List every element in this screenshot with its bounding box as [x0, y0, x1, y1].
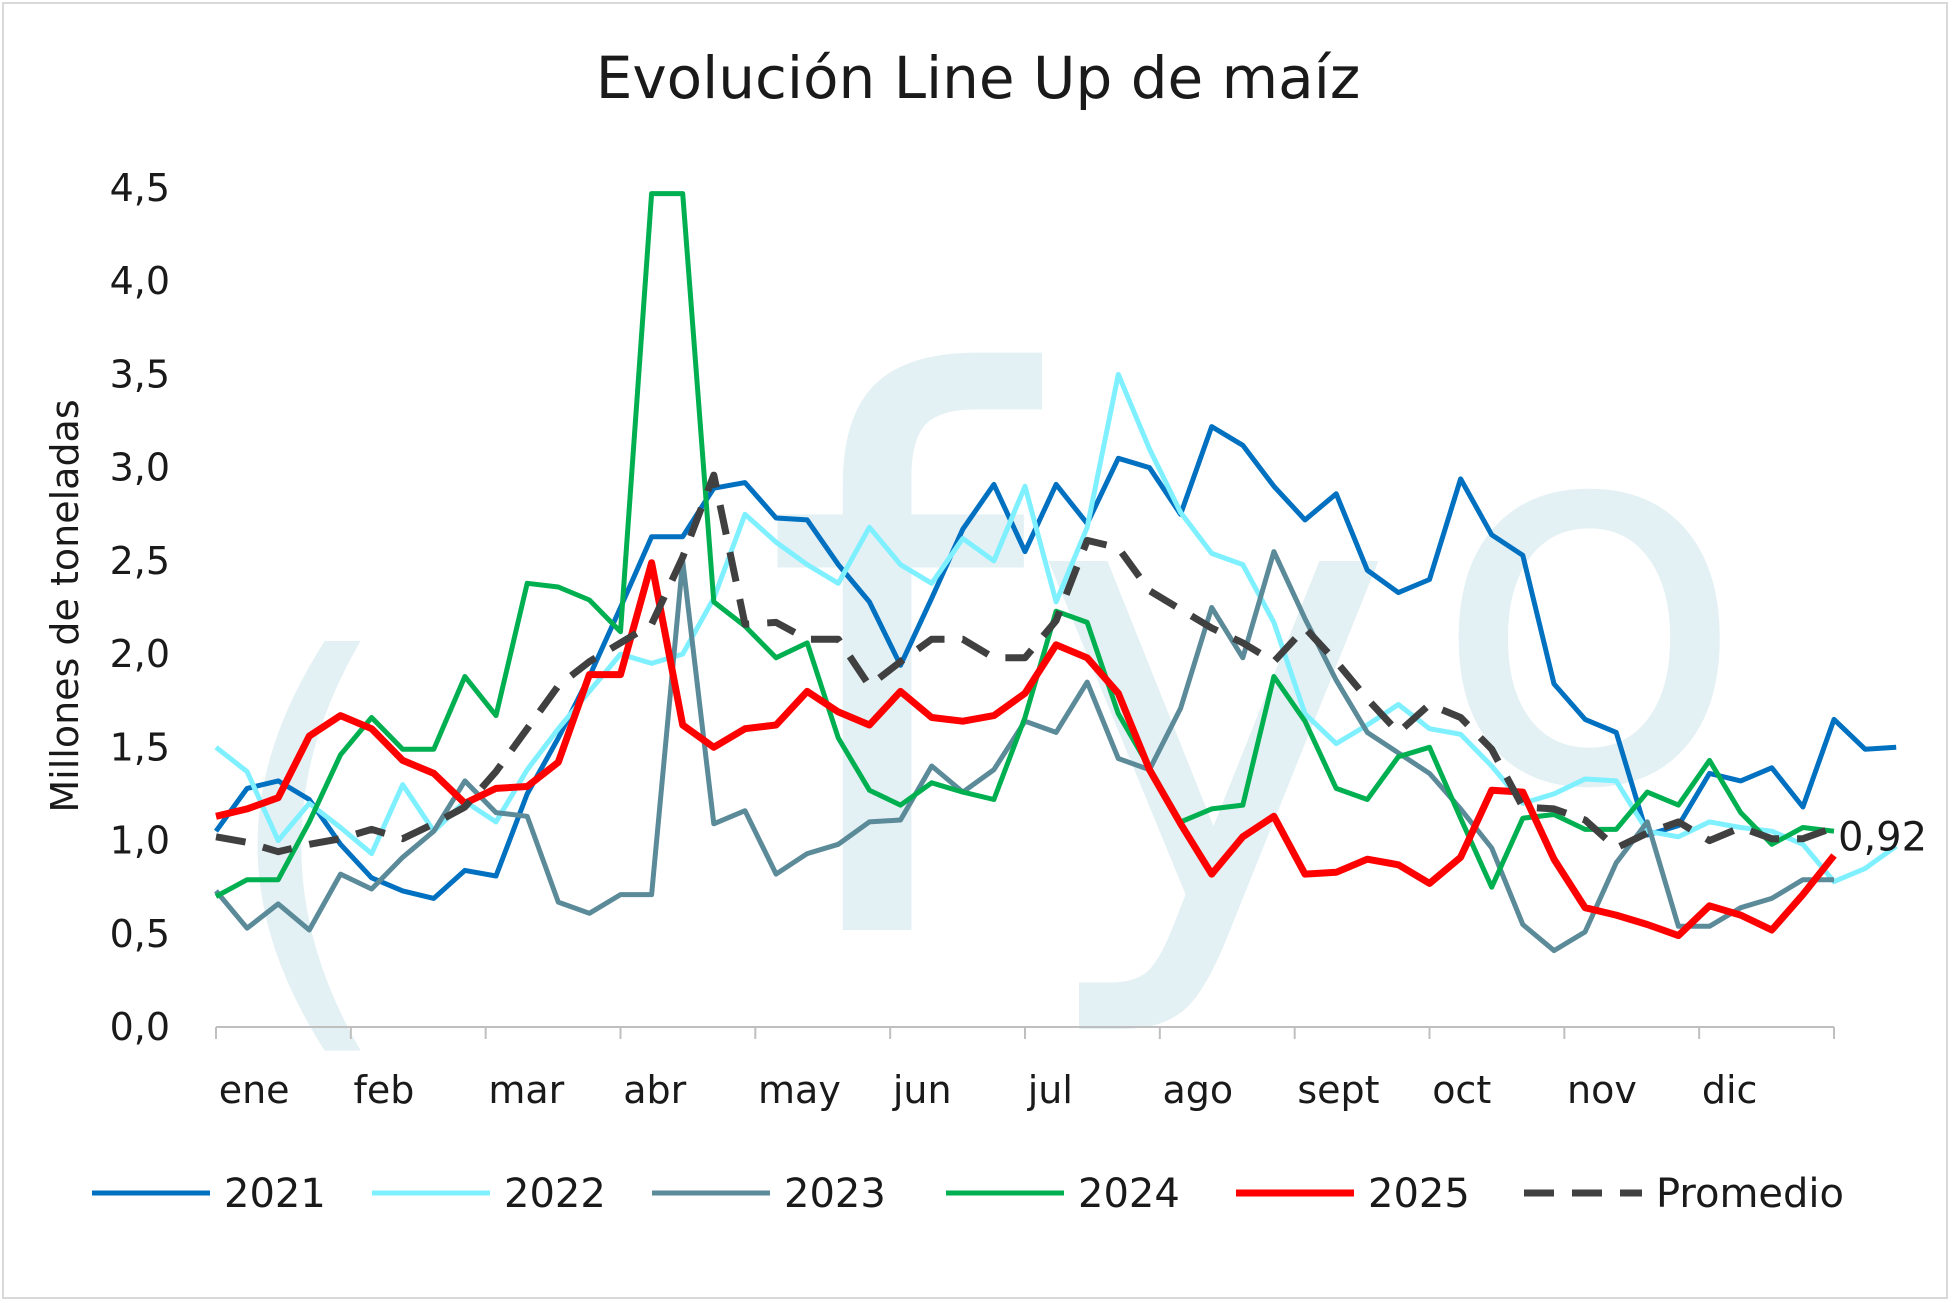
series-lines: [213, 191, 1898, 954]
y-tick-label: 2,0: [110, 632, 170, 676]
legend-label: 2025: [1368, 1171, 1470, 1217]
x-tick-label: jun: [892, 1068, 952, 1112]
chart-title: Evolución Line Up de maíz: [596, 44, 1361, 112]
x-tick-label: ago: [1163, 1068, 1234, 1112]
legend-label: Promedio: [1656, 1171, 1844, 1217]
y-tick-label: 4,5: [110, 166, 170, 210]
y-axis-ticks: 0,0 0,5 1,0 1,5 2,0 2,5 3,0 3,5 4,0 4,5: [110, 166, 170, 1049]
y-tick-label: 3,0: [110, 446, 170, 490]
legend-item-2025: 2025: [1236, 1171, 1470, 1217]
x-tick-label: jul: [1027, 1068, 1073, 1112]
x-tick-label: nov: [1567, 1068, 1637, 1112]
x-tick-label: mar: [488, 1068, 564, 1112]
x-tick-label: sept: [1297, 1068, 1379, 1112]
y-tick-label: 0,0: [110, 1005, 170, 1049]
x-tick-label: feb: [354, 1068, 415, 1112]
legend-label: 2023: [784, 1171, 886, 1217]
x-tick-label: abr: [623, 1068, 686, 1112]
legend-label: 2024: [1078, 1171, 1180, 1217]
watermark-glyph: f: [760, 226, 1045, 1110]
y-tick-label: 4,0: [110, 259, 170, 303]
legend-label: 2022: [504, 1171, 606, 1217]
x-axis: ene feb mar abr may jun jul ago sept oct nov dic: [215, 1026, 1835, 1112]
y-tick-label: 2,5: [110, 539, 170, 583]
y-tick-label: 0,5: [110, 912, 170, 956]
x-tick-label: dic: [1702, 1068, 1758, 1112]
legend-item-2024: 2024: [946, 1171, 1180, 1217]
series-line-2021: [213, 424, 1897, 901]
series-line-2024: [214, 191, 1835, 899]
fyo-watermark-logo: (f y o: [218, 226, 1748, 1110]
y-tick-label: 3,5: [110, 352, 170, 396]
series-line-2022: [214, 371, 1898, 885]
y-axis-label: Millones de toneladas: [43, 399, 87, 812]
legend-item-2023: 2023: [652, 1171, 886, 1217]
x-tick-label: may: [758, 1068, 841, 1112]
legend-item-promedio: Promedio: [1524, 1171, 1844, 1217]
y-tick-label: 1,5: [110, 725, 170, 769]
legend-item-2022: 2022: [372, 1171, 606, 1217]
y-tick-label: 1,0: [110, 819, 170, 863]
series-line-promedio: [215, 471, 1836, 856]
legend: 2021 2022 2023 2024 2025 Promedio: [92, 1171, 1844, 1217]
legend-label: 2021: [224, 1171, 326, 1217]
legend-item-2021: 2021: [92, 1171, 326, 1217]
series-line-2025: [215, 559, 1837, 940]
x-tick-label: ene: [219, 1068, 290, 1112]
last-value-annotation: 0,92: [1838, 814, 1927, 860]
x-tick-label: oct: [1432, 1068, 1491, 1112]
